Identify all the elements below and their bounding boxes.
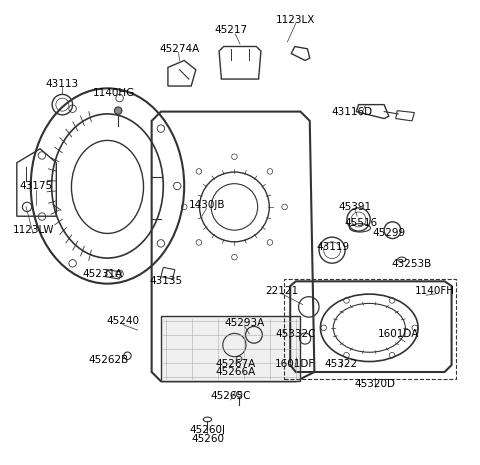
Text: 22121: 22121 bbox=[265, 286, 299, 296]
Text: 45320D: 45320D bbox=[354, 379, 396, 389]
Text: 45267A: 45267A bbox=[215, 359, 255, 369]
Text: 45299: 45299 bbox=[372, 228, 406, 239]
Text: 1123LX: 1123LX bbox=[276, 14, 315, 25]
Text: 45240: 45240 bbox=[106, 316, 139, 326]
Text: 45217: 45217 bbox=[214, 25, 247, 35]
Text: 1123LW: 1123LW bbox=[12, 225, 54, 235]
Text: 43253B: 43253B bbox=[392, 259, 432, 269]
Text: 43119: 43119 bbox=[316, 242, 349, 252]
Text: 1140FH: 1140FH bbox=[415, 286, 456, 296]
Text: 45516: 45516 bbox=[344, 218, 377, 228]
Text: 45266A: 45266A bbox=[215, 367, 255, 377]
Text: 45274A: 45274A bbox=[159, 44, 200, 54]
Text: 45265C: 45265C bbox=[210, 391, 251, 401]
Text: 45293A: 45293A bbox=[225, 318, 265, 328]
Text: 43113: 43113 bbox=[46, 79, 79, 89]
Text: 1140HG: 1140HG bbox=[92, 88, 135, 98]
Text: 45391: 45391 bbox=[339, 202, 372, 212]
Text: 43116D: 43116D bbox=[331, 106, 372, 117]
Text: 45260J: 45260J bbox=[190, 425, 226, 435]
Text: 43175: 43175 bbox=[20, 181, 53, 191]
Text: 45332C: 45332C bbox=[276, 329, 316, 339]
Circle shape bbox=[114, 107, 122, 114]
Text: 45231A: 45231A bbox=[83, 269, 123, 279]
Text: 1601DF: 1601DF bbox=[275, 359, 315, 369]
Text: 1430JB: 1430JB bbox=[189, 199, 226, 210]
Text: 45260: 45260 bbox=[191, 434, 224, 445]
Text: 45262B: 45262B bbox=[89, 355, 129, 365]
Text: 1601DA: 1601DA bbox=[377, 329, 419, 339]
Text: 45322: 45322 bbox=[325, 359, 358, 369]
Polygon shape bbox=[161, 316, 300, 381]
Text: 43135: 43135 bbox=[149, 276, 182, 286]
